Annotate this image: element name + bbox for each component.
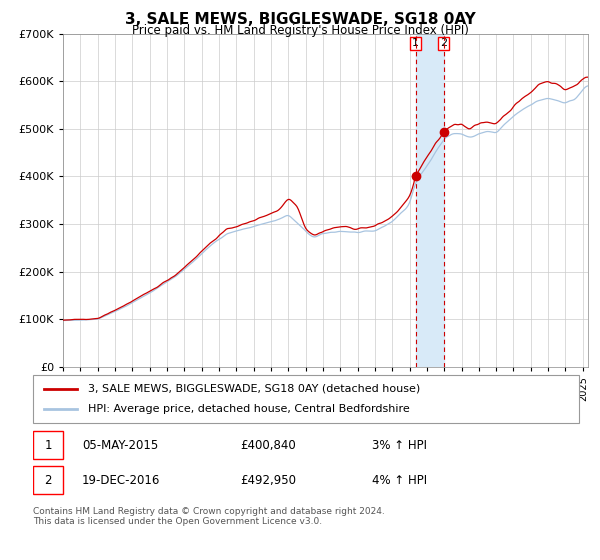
- Bar: [416, 34, 443, 367]
- Text: 19-DEC-2016: 19-DEC-2016: [82, 474, 161, 487]
- FancyBboxPatch shape: [33, 375, 579, 423]
- Text: £492,950: £492,950: [241, 474, 296, 487]
- Text: 2: 2: [440, 38, 447, 48]
- Text: 05-MAY-2015: 05-MAY-2015: [82, 438, 158, 452]
- Text: 3, SALE MEWS, BIGGLESWADE, SG18 0AY (detached house): 3, SALE MEWS, BIGGLESWADE, SG18 0AY (det…: [88, 384, 420, 394]
- Text: 4% ↑ HPI: 4% ↑ HPI: [371, 474, 427, 487]
- Text: £400,840: £400,840: [241, 438, 296, 452]
- Text: 1: 1: [412, 38, 419, 48]
- FancyBboxPatch shape: [33, 431, 63, 459]
- Text: HPI: Average price, detached house, Central Bedfordshire: HPI: Average price, detached house, Cent…: [88, 404, 409, 414]
- Text: 3% ↑ HPI: 3% ↑ HPI: [371, 438, 427, 452]
- Text: 3, SALE MEWS, BIGGLESWADE, SG18 0AY: 3, SALE MEWS, BIGGLESWADE, SG18 0AY: [125, 12, 475, 27]
- Text: 1: 1: [44, 438, 52, 452]
- Text: 2: 2: [44, 474, 52, 487]
- Text: Contains HM Land Registry data © Crown copyright and database right 2024.
This d: Contains HM Land Registry data © Crown c…: [33, 507, 385, 526]
- Text: Price paid vs. HM Land Registry's House Price Index (HPI): Price paid vs. HM Land Registry's House …: [131, 24, 469, 37]
- FancyBboxPatch shape: [33, 466, 63, 494]
